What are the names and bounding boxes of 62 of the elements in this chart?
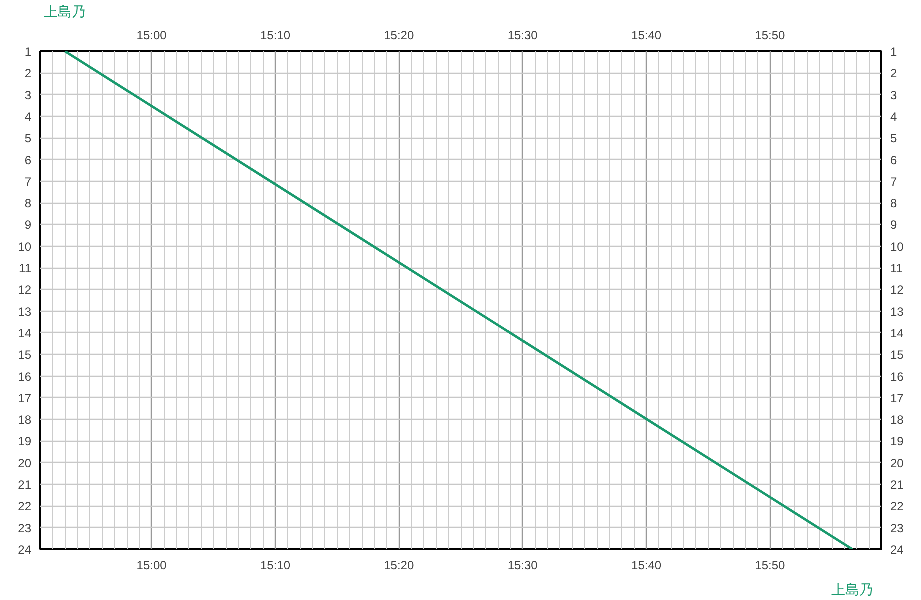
y-tick-label: 24 xyxy=(18,543,32,557)
y2-tick-label: 1 xyxy=(890,45,898,59)
x2-tick-label: 15:50 xyxy=(755,558,786,572)
y-tick-label: 22 xyxy=(18,500,32,514)
y2-tick-label: 3 xyxy=(890,88,898,102)
y-tick-label: 23 xyxy=(18,521,32,536)
y2-tick-label: 14 xyxy=(890,326,904,340)
y-tick-label: 15 xyxy=(18,348,32,362)
y-tick-label: 20 xyxy=(18,456,32,470)
y2-tick-label: 7 xyxy=(890,174,898,189)
y2-tick-label: 23 xyxy=(890,521,904,536)
x2-tick-label: 15:10 xyxy=(260,558,291,572)
annotation: 上島乃 xyxy=(44,4,86,20)
annotation: 上島乃 xyxy=(832,582,874,598)
y2-tick-label: 12 xyxy=(890,283,904,298)
y-tick-label: 11 xyxy=(19,262,32,276)
y-tick-label: 17 xyxy=(18,391,32,406)
y2-tick-label: 13 xyxy=(890,304,904,319)
y-tick-label: 7 xyxy=(24,174,32,189)
y2-tick-label: 6 xyxy=(890,153,898,168)
y-tick-label: 13 xyxy=(18,304,32,319)
y-tick-label: 19 xyxy=(18,434,32,449)
y-tick-label: 3 xyxy=(24,88,32,102)
y2-tick-label: 8 xyxy=(890,196,898,211)
y-tick-label: 21 xyxy=(18,478,32,492)
y2-tick-label: 16 xyxy=(890,370,904,384)
y-tick-label: 10 xyxy=(18,240,32,254)
y2-tick-label: 11 xyxy=(890,262,904,276)
y2-tick-label: 19 xyxy=(890,434,904,449)
x-tick-label: 15:10 xyxy=(260,28,291,42)
x-tick-label: 15:30 xyxy=(508,28,538,42)
y2-tick-label: 21 xyxy=(890,478,904,492)
y2-tick-label: 5 xyxy=(890,132,898,146)
y2-tick-label: 9 xyxy=(890,218,898,232)
y2-tick-label: 17 xyxy=(890,391,904,406)
y-tick-label: 18 xyxy=(18,413,32,428)
y2-tick-label: 18 xyxy=(890,413,904,428)
x2-tick-label: 15:30 xyxy=(508,558,538,572)
x-tick-label: 15:50 xyxy=(755,28,786,42)
y-tick-label: 2 xyxy=(24,66,32,81)
y-tick-label: 1 xyxy=(24,45,32,59)
y2-tick-label: 20 xyxy=(890,456,904,470)
y2-tick-label: 22 xyxy=(890,500,904,514)
y2-tick-label: 4 xyxy=(890,110,898,124)
y-tick-label: 16 xyxy=(18,370,32,384)
y2-tick-label: 15 xyxy=(890,348,904,362)
y-tick-label: 8 xyxy=(24,196,32,211)
y-tick-label: 14 xyxy=(18,326,32,340)
y-tick-label: 12 xyxy=(18,283,32,298)
x2-tick-label: 15:00 xyxy=(136,558,168,572)
y2-tick-label: 24 xyxy=(890,543,904,557)
x2-tick-label: 15:20 xyxy=(384,558,414,572)
x-tick-label: 15:40 xyxy=(632,28,662,42)
x-tick-label: 15:00 xyxy=(136,28,168,42)
y-tick-label: 4 xyxy=(24,110,32,124)
y-tick-label: 5 xyxy=(24,132,32,146)
x2-tick-label: 15:40 xyxy=(632,558,662,572)
x-tick-label: 15:20 xyxy=(384,28,414,42)
y2-tick-label: 10 xyxy=(890,240,904,254)
y-tick-label: 6 xyxy=(24,153,32,168)
y-tick-label: 9 xyxy=(24,218,32,232)
y2-tick-label: 2 xyxy=(890,66,898,81)
